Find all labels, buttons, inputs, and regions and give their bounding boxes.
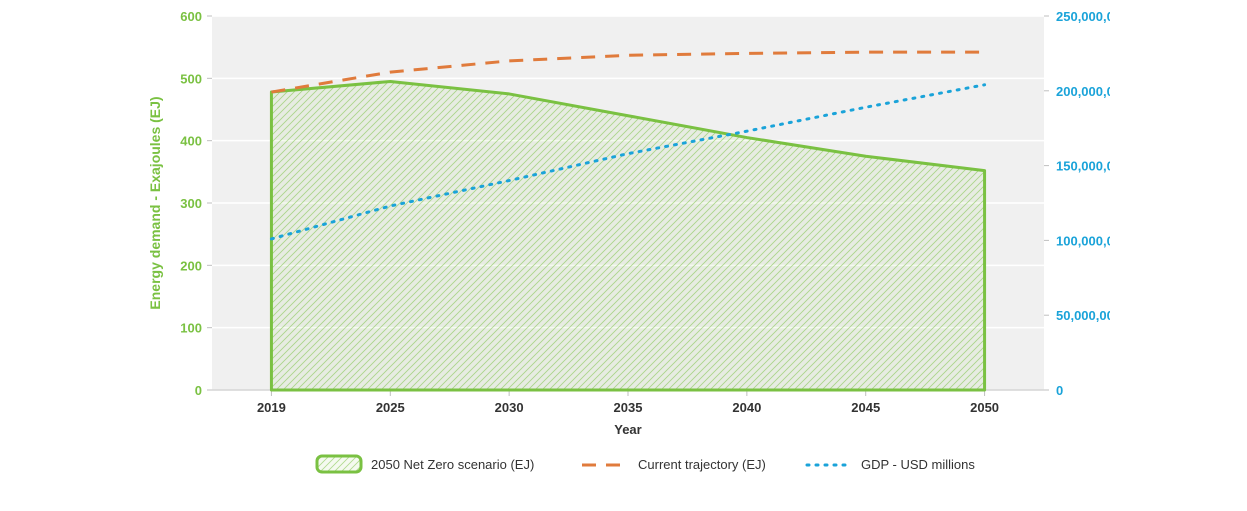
svg-text:200,000,000: 200,000,000 bbox=[1056, 84, 1110, 99]
svg-text:2019: 2019 bbox=[257, 400, 286, 415]
svg-text:200: 200 bbox=[180, 258, 202, 273]
svg-text:Year: Year bbox=[614, 422, 641, 437]
svg-text:2025: 2025 bbox=[376, 400, 405, 415]
svg-text:GDP - USD millions: GDP - USD millions bbox=[861, 457, 975, 472]
svg-text:100: 100 bbox=[180, 321, 202, 336]
svg-text:2045: 2045 bbox=[851, 400, 880, 415]
svg-text:50,000,000: 50,000,000 bbox=[1056, 308, 1110, 323]
svg-text:150,000,000: 150,000,000 bbox=[1056, 159, 1110, 174]
svg-text:2030: 2030 bbox=[495, 400, 524, 415]
svg-text:Current trajectory (EJ): Current trajectory (EJ) bbox=[638, 457, 766, 472]
svg-text:250,000,000: 250,000,000 bbox=[1056, 11, 1110, 24]
svg-text:300: 300 bbox=[180, 196, 202, 211]
svg-text:2040: 2040 bbox=[732, 400, 761, 415]
svg-text:400: 400 bbox=[180, 134, 202, 149]
svg-text:Energy demand - Exajoules (EJ): Energy demand - Exajoules (EJ) bbox=[147, 96, 163, 309]
svg-text:2050 Net Zero scenario (EJ): 2050 Net Zero scenario (EJ) bbox=[371, 457, 534, 472]
svg-text:2050: 2050 bbox=[970, 400, 999, 415]
svg-text:500: 500 bbox=[180, 71, 202, 86]
svg-text:0: 0 bbox=[1056, 383, 1063, 398]
svg-text:2035: 2035 bbox=[614, 400, 643, 415]
svg-text:600: 600 bbox=[180, 11, 202, 24]
svg-text:0: 0 bbox=[195, 383, 202, 398]
chart-svg: 0 100 200 300 400 500 600 0 50,000,000 100,000,00… bbox=[137, 11, 1110, 500]
energy-gdp-chart: 0 100 200 300 400 500 600 0 50,000,000 100,000,00… bbox=[137, 11, 1110, 500]
svg-text:100,000,000: 100,000,000 bbox=[1056, 233, 1110, 248]
